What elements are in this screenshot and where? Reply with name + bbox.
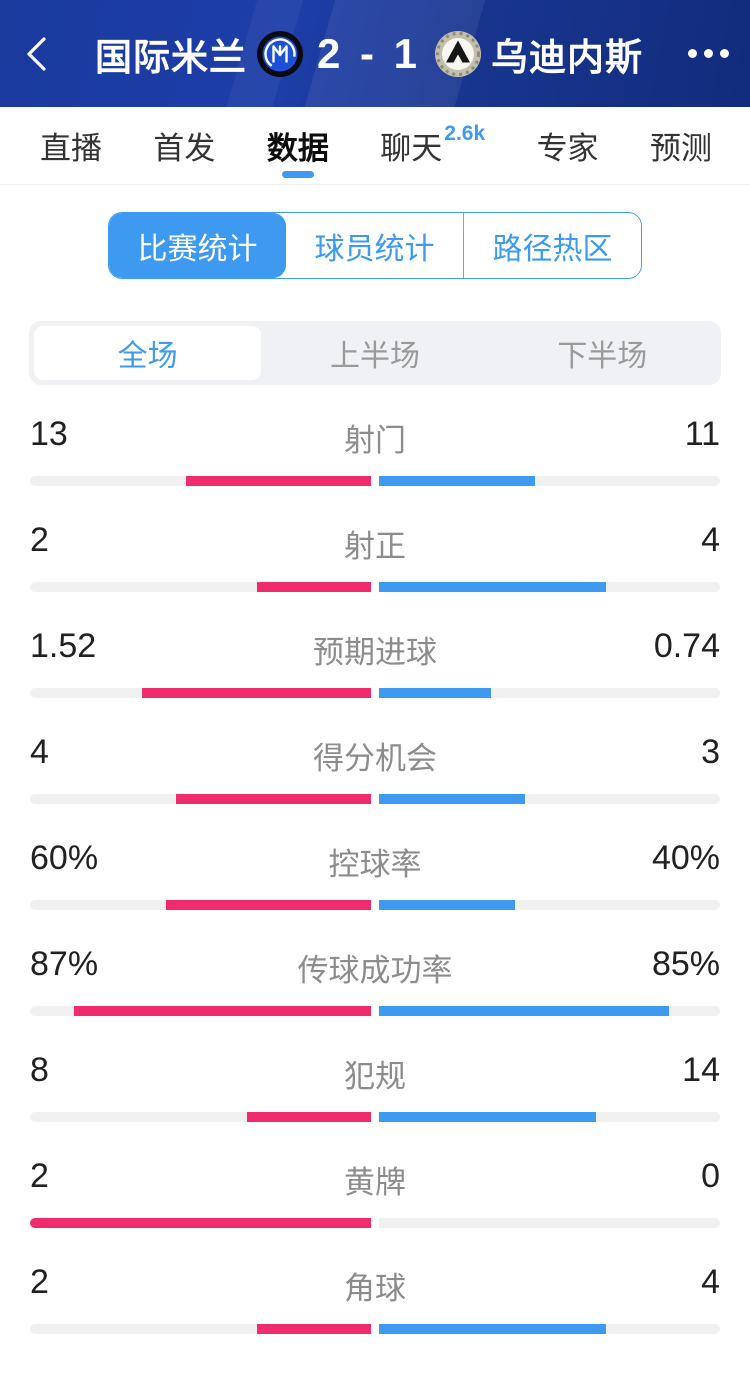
udinese-logo-icon	[435, 30, 482, 77]
stat-bar	[30, 581, 720, 592]
stat-row-possession: 60% 控球率 40%	[30, 821, 720, 927]
stat-label: 射正	[344, 528, 406, 564]
segment-heatmap[interactable]: 路径热区	[463, 213, 641, 278]
inter-milan-logo-icon	[256, 30, 303, 77]
stat-label: 得分机会	[313, 740, 437, 776]
home-bar-fill	[166, 899, 371, 910]
ellipsis-icon	[687, 49, 697, 58]
tab-expert[interactable]: 专家	[536, 131, 599, 166]
away-value: 4	[701, 1262, 720, 1301]
away-value: 4	[701, 520, 720, 559]
home-value: 13	[30, 414, 68, 453]
stat-row-shots-on-target: 2 射正 4	[30, 503, 720, 609]
away-bar-fill	[379, 899, 516, 910]
more-button[interactable]	[666, 0, 750, 107]
stat-label: 射门	[344, 422, 406, 458]
away-bar-fill	[379, 1323, 607, 1334]
away-value: 3	[701, 732, 720, 771]
period-first-half[interactable]: 上半场	[329, 340, 420, 373]
home-value: 60%	[30, 838, 99, 877]
segment-player-stats[interactable]: 球员统计	[286, 213, 463, 278]
match-header: 国际米兰 2 - 1 乌迪内斯	[0, 0, 750, 107]
home-team-name: 国际米兰	[94, 36, 247, 78]
home-bar-fill	[74, 1005, 371, 1016]
away-value: 14	[682, 1050, 720, 1089]
tab-lineup[interactable]: 首发	[153, 131, 216, 166]
tab-chat[interactable]: 聊天 2.6k	[380, 121, 486, 167]
match-score: 2 - 1	[316, 29, 422, 77]
stat-bar	[30, 1217, 720, 1228]
period-switcher: 全场 上半场 下半场	[29, 321, 721, 385]
home-value: 4	[30, 732, 49, 771]
home-value: 2	[30, 1262, 49, 1301]
home-bar-fill	[176, 793, 371, 804]
away-bar-fill	[379, 475, 536, 486]
away-value: 40%	[651, 838, 720, 877]
stat-bar	[30, 899, 720, 910]
nav-tab-bar: 直播 首发 数据 聊天 2.6k 专家 预测	[0, 107, 750, 185]
period-second-half[interactable]: 下半场	[557, 340, 648, 373]
home-value: 8	[30, 1050, 49, 1089]
stat-bar	[30, 1005, 720, 1016]
stat-bar	[30, 1323, 720, 1334]
away-team-name: 乌迪内斯	[491, 36, 644, 78]
stats-list: 13 射门 11 2 射正 4 1.52 预期进球	[0, 385, 750, 1351]
back-button[interactable]	[0, 0, 72, 107]
home-bar-fill	[141, 687, 371, 698]
chevron-left-icon	[27, 36, 46, 71]
away-value: 85%	[651, 944, 720, 983]
scoreline: 国际米兰 2 - 1 乌迪内斯	[72, 27, 666, 81]
stat-row-corners: 2 角球 4	[30, 1245, 720, 1351]
away-value: 0	[701, 1156, 720, 1195]
home-bar-fill	[186, 475, 371, 486]
away-value: 0.74	[653, 626, 720, 665]
stat-label: 角球	[344, 1270, 406, 1306]
home-bar-fill	[257, 1323, 371, 1334]
stat-bar	[30, 1111, 720, 1122]
stat-label: 传球成功率	[297, 952, 453, 988]
home-bar-fill	[246, 1111, 371, 1122]
away-value: 11	[684, 414, 720, 453]
chat-count-badge: 2.6k	[444, 121, 486, 145]
period-full-match[interactable]: 全场	[34, 326, 262, 380]
stat-row-expected-goals: 1.52 预期进球 0.74	[30, 609, 720, 715]
tab-prediction[interactable]: 预测	[649, 131, 712, 166]
stat-bar	[30, 687, 720, 698]
segment-match-stats[interactable]: 比赛统计	[109, 213, 286, 278]
stat-row-big-chances: 4 得分机会 3	[30, 715, 720, 821]
home-value: 2	[30, 520, 49, 559]
home-bar-fill	[257, 581, 371, 592]
stat-label: 犯规	[344, 1058, 406, 1094]
stat-row-pass-accuracy: 87% 传球成功率 85%	[30, 927, 720, 1033]
away-bar-fill	[379, 581, 607, 592]
stat-row-yellow-cards: 2 黄牌 0	[30, 1139, 720, 1245]
home-value: 87%	[30, 944, 99, 983]
stat-row-shots: 13 射门 11	[30, 397, 720, 503]
away-bar-fill	[379, 1005, 669, 1016]
away-bar-fill	[379, 1111, 596, 1122]
away-bar-fill	[379, 687, 491, 698]
stat-label: 黄牌	[344, 1164, 406, 1200]
stat-type-switcher: 比赛统计 球员统计 路径热区	[108, 212, 642, 279]
ellipsis-icon	[719, 49, 729, 58]
stat-bar	[30, 793, 720, 804]
home-value: 2	[30, 1156, 49, 1195]
home-bar-fill	[30, 1217, 371, 1228]
away-bar-fill	[379, 793, 526, 804]
stat-label: 预期进球	[313, 634, 437, 670]
tab-live[interactable]: 直播	[40, 131, 102, 166]
home-value: 1.52	[30, 626, 97, 665]
stat-label: 控球率	[328, 846, 422, 882]
stat-row-fouls: 8 犯规 14	[30, 1033, 720, 1139]
stat-bar	[30, 475, 720, 486]
tab-data[interactable]: 数据	[267, 107, 329, 185]
ellipsis-icon	[703, 49, 713, 58]
